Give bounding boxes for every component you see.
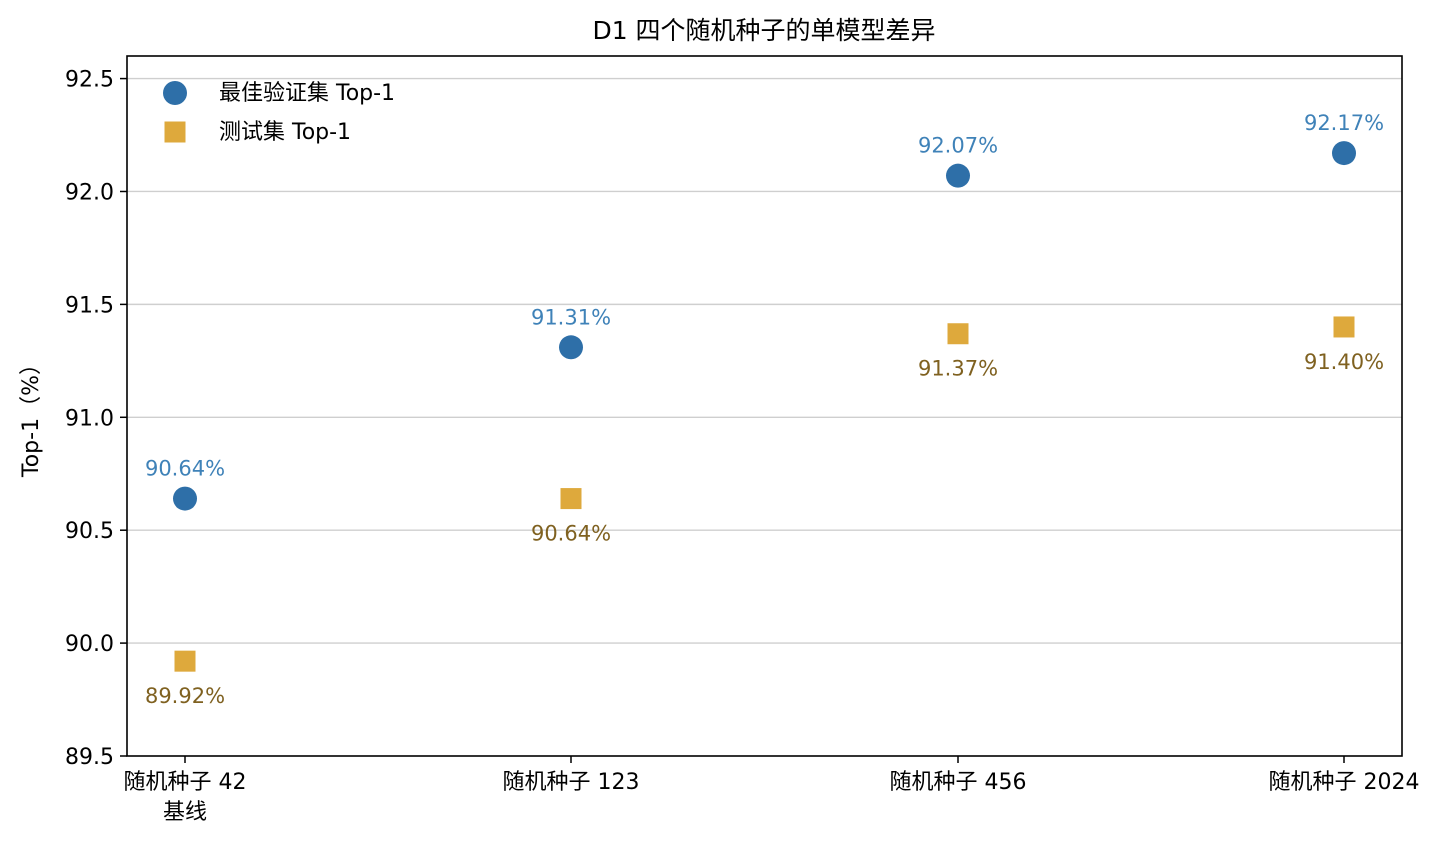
x-tick-label: 随机种子 123 xyxy=(503,770,640,795)
y-tick-label: 89.5 xyxy=(65,745,114,770)
y-tick-label: 91.0 xyxy=(65,406,114,431)
test-data-label: 90.64% xyxy=(531,522,611,546)
validation-point xyxy=(559,335,583,360)
axes: 89.5 90.0 90.5 91.0 91.5 92.0 92.5 随机种子 42 基线 随机种… xyxy=(65,55,1420,825)
y-tick-label: 91.5 xyxy=(65,293,114,318)
validation-data-label: 92.17% xyxy=(1304,111,1384,135)
test-point xyxy=(1333,316,1355,338)
y-tick-label: 90.0 xyxy=(65,632,114,657)
x-tick-label: 随机种子 456 xyxy=(890,770,1027,795)
legend-label: 最佳验证集 Top-1 xyxy=(219,81,395,106)
legend-label: 测试集 Top-1 xyxy=(219,120,351,145)
validation-data-label: 90.64% xyxy=(145,457,225,481)
legend: 最佳验证集 Top-1 测试集 Top-1 xyxy=(163,81,395,145)
x-tick-label: 随机种子 2024 xyxy=(1269,770,1420,795)
validation-point xyxy=(946,163,970,188)
y-axis-label: Top-1（%） xyxy=(19,353,44,478)
chart-title: D1 四个随机种子的单模型差异 xyxy=(592,16,935,45)
test-data-label: 91.37% xyxy=(918,357,998,381)
validation-data-label: 91.31% xyxy=(531,305,611,329)
data-points xyxy=(173,141,1356,672)
test-data-label: 89.92% xyxy=(145,684,225,708)
x-tick-label: 基线 xyxy=(163,800,207,825)
legend-circle-marker xyxy=(163,81,187,105)
grid-lines xyxy=(127,77,1402,644)
y-tick-label: 90.5 xyxy=(65,519,114,544)
y-tick-label: 92.5 xyxy=(65,68,114,93)
test-point xyxy=(174,650,196,672)
data-labels: 90.64% 91.31% 92.07% 92.17% 89.92% 90.64% 91.3… xyxy=(145,111,1384,708)
y-tick-label: 92.0 xyxy=(65,180,114,205)
legend-square-marker xyxy=(164,121,186,143)
validation-point xyxy=(173,486,197,511)
x-tick-label: 随机种子 42 xyxy=(124,770,247,795)
test-data-label: 91.40% xyxy=(1304,350,1384,374)
test-point xyxy=(947,323,969,345)
validation-point xyxy=(1332,141,1356,166)
validation-data-label: 92.07% xyxy=(918,134,998,158)
test-point xyxy=(560,488,582,510)
plot-frame xyxy=(126,55,1403,757)
